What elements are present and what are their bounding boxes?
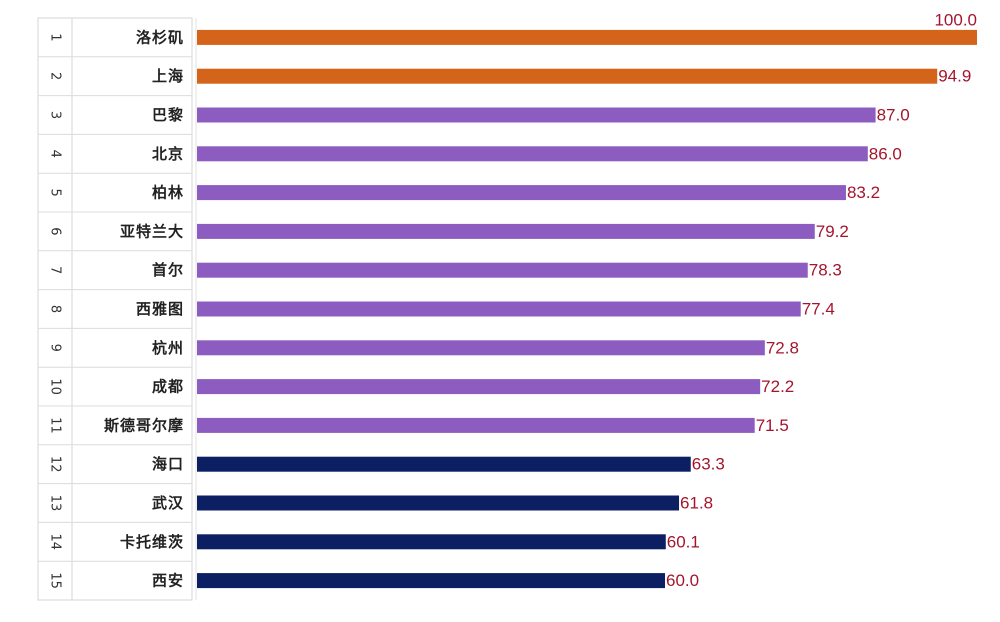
rank-label: 5 (48, 188, 63, 196)
value-label: 61.8 (680, 494, 713, 513)
bar (197, 573, 665, 589)
value-label: 77.4 (802, 300, 835, 319)
category-label: 柏林 (152, 184, 184, 202)
bar (197, 185, 846, 201)
value-label: 63.3 (692, 455, 725, 474)
rank-label: 4 (48, 150, 63, 158)
bar (197, 146, 868, 162)
value-label: 94.9 (938, 67, 971, 86)
bar (197, 379, 761, 395)
value-label: 60.1 (667, 532, 700, 551)
bar (197, 534, 666, 550)
category-label: 西雅图 (136, 300, 184, 318)
rank-label: 13 (48, 495, 63, 512)
bar (197, 495, 680, 511)
category-label: 成都 (152, 378, 184, 396)
category-label: 北京 (152, 145, 184, 163)
category-label: 巴黎 (152, 106, 184, 124)
category-label: 杭州 (152, 339, 184, 357)
category-label: 海口 (152, 455, 184, 473)
bar (197, 29, 977, 45)
category-label: 西安 (152, 572, 184, 590)
category-label: 卡托维茨 (120, 533, 184, 551)
bar (197, 301, 801, 317)
value-label: 72.2 (761, 377, 794, 396)
value-label: 72.8 (766, 338, 799, 357)
rank-label: 2 (48, 72, 63, 80)
value-label: 60.0 (666, 571, 699, 590)
category-label: 武汉 (152, 494, 184, 512)
value-label: 83.2 (847, 183, 880, 202)
rank-label: 11 (48, 417, 63, 434)
rank-label: 15 (48, 572, 63, 589)
category-label: 亚特兰大 (120, 222, 184, 240)
bar (197, 456, 691, 472)
rank-label: 14 (48, 534, 63, 551)
rank-label: 3 (48, 111, 63, 119)
bar (197, 223, 815, 239)
value-label: 87.0 (877, 106, 910, 125)
value-label: 78.3 (809, 261, 842, 280)
category-label: 上海 (152, 67, 184, 85)
rank-label: 12 (48, 456, 63, 473)
category-label: 洛杉矶 (136, 28, 184, 46)
bar (197, 262, 808, 278)
bar (197, 68, 938, 84)
category-table-frame (37, 17, 193, 601)
value-label: 71.5 (756, 416, 789, 435)
rank-label: 10 (48, 378, 63, 395)
rank-label: 8 (48, 305, 63, 313)
rank-label: 7 (48, 266, 63, 274)
rank-label: 9 (48, 344, 63, 352)
value-label: 100.0 (934, 10, 977, 29)
bar (197, 107, 876, 123)
rank-label: 6 (48, 227, 63, 235)
rank-label: 1 (48, 33, 63, 41)
bar (197, 417, 755, 433)
category-label: 首尔 (152, 261, 184, 279)
value-label: 86.0 (869, 144, 902, 163)
category-label: 斯德哥尔摩 (104, 416, 184, 434)
bar (197, 340, 765, 356)
value-label: 79.2 (816, 222, 849, 241)
